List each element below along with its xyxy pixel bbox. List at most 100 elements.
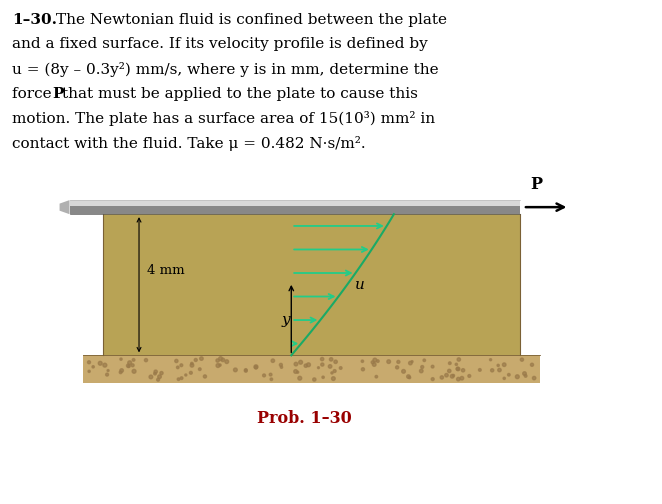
Text: Prob. 1–30: Prob. 1–30 <box>257 410 352 427</box>
Point <box>416 367 426 375</box>
Point <box>475 366 485 374</box>
Point <box>181 371 191 379</box>
Point <box>251 363 261 371</box>
Point <box>487 366 497 374</box>
Point <box>326 369 337 377</box>
Text: u = (8y – 0.3y²) mm/s, where y is in mm, determine the: u = (8y – 0.3y²) mm/s, where y is in mm,… <box>12 62 438 77</box>
Point <box>267 357 278 365</box>
Point <box>99 361 110 369</box>
Point <box>499 361 510 369</box>
Point <box>504 371 514 379</box>
Polygon shape <box>60 200 70 214</box>
Point <box>213 361 223 369</box>
Point <box>291 360 301 368</box>
Point <box>103 366 113 374</box>
Point <box>141 356 152 364</box>
Text: P: P <box>530 176 542 193</box>
Point <box>153 375 164 384</box>
Point <box>457 366 468 374</box>
Point <box>317 355 328 363</box>
Point <box>520 372 531 380</box>
Point <box>293 368 303 376</box>
Point <box>464 372 475 380</box>
Point <box>187 359 197 367</box>
Point <box>150 369 160 377</box>
Point <box>369 356 380 364</box>
Point <box>404 373 415 382</box>
Point <box>527 361 538 369</box>
Text: motion. The plate has a surface area of 15(10³) mm² in: motion. The plate has a surface area of … <box>12 111 435 127</box>
Point <box>116 355 126 363</box>
Point <box>276 363 287 371</box>
Point <box>367 358 378 366</box>
Point <box>357 365 368 373</box>
Point <box>124 359 135 367</box>
Point <box>309 375 320 384</box>
Point <box>453 375 463 383</box>
Point <box>392 363 402 371</box>
Point <box>519 369 530 377</box>
Text: 4 mm: 4 mm <box>147 264 185 277</box>
Text: that must be applied to the plate to cause this: that must be applied to the plate to cau… <box>62 87 418 101</box>
Point <box>399 367 409 375</box>
Text: contact with the fluid. Take μ = 0.482 N·s/m².: contact with the fluid. Take μ = 0.482 N… <box>12 136 365 151</box>
Point <box>191 356 201 364</box>
Point <box>317 360 328 368</box>
Point <box>393 358 404 366</box>
Point <box>512 372 522 381</box>
Point <box>371 372 381 381</box>
Point <box>259 371 269 380</box>
Point <box>146 373 156 381</box>
Point <box>383 358 394 366</box>
Point <box>428 375 438 383</box>
Text: The Newtonian fluid is confined between the plate: The Newtonian fluid is confined between … <box>56 13 448 27</box>
Point <box>453 355 464 363</box>
Point <box>171 357 181 365</box>
Point <box>405 359 416 367</box>
Point <box>485 356 496 364</box>
Point <box>441 371 451 379</box>
Point <box>318 373 328 382</box>
Point <box>447 372 457 381</box>
Point <box>129 367 140 375</box>
Point <box>291 367 301 375</box>
Point <box>451 360 461 368</box>
Text: u: u <box>355 278 365 292</box>
Text: y: y <box>281 313 291 327</box>
Point <box>493 361 504 369</box>
Point <box>127 361 138 369</box>
Point <box>176 361 187 369</box>
Point <box>240 367 251 375</box>
Bar <box>103 214 520 355</box>
Point <box>417 363 428 371</box>
Point <box>124 362 134 370</box>
Point <box>128 356 139 364</box>
Text: force: force <box>12 87 56 101</box>
Point <box>499 374 510 383</box>
Point <box>295 374 305 382</box>
Text: P: P <box>52 87 64 101</box>
Point <box>102 370 113 379</box>
Point <box>529 374 540 382</box>
Point <box>115 368 126 376</box>
Point <box>117 366 127 374</box>
Point <box>516 356 527 364</box>
Point <box>313 364 324 372</box>
Point <box>453 365 463 373</box>
Point <box>303 361 314 369</box>
Point <box>419 356 430 364</box>
Point <box>173 375 184 383</box>
Point <box>452 365 463 373</box>
Point <box>215 355 226 363</box>
Point <box>357 357 367 365</box>
Bar <box>70 200 520 207</box>
Bar <box>70 207 520 214</box>
Point <box>494 366 504 374</box>
Point <box>403 372 414 381</box>
Text: and a fixed surface. If its velocity profile is defined by: and a fixed surface. If its velocity pro… <box>12 37 428 51</box>
Point <box>436 373 447 382</box>
Point <box>173 363 183 371</box>
Point <box>265 370 276 379</box>
Bar <box>83 355 540 383</box>
Point <box>95 359 105 367</box>
